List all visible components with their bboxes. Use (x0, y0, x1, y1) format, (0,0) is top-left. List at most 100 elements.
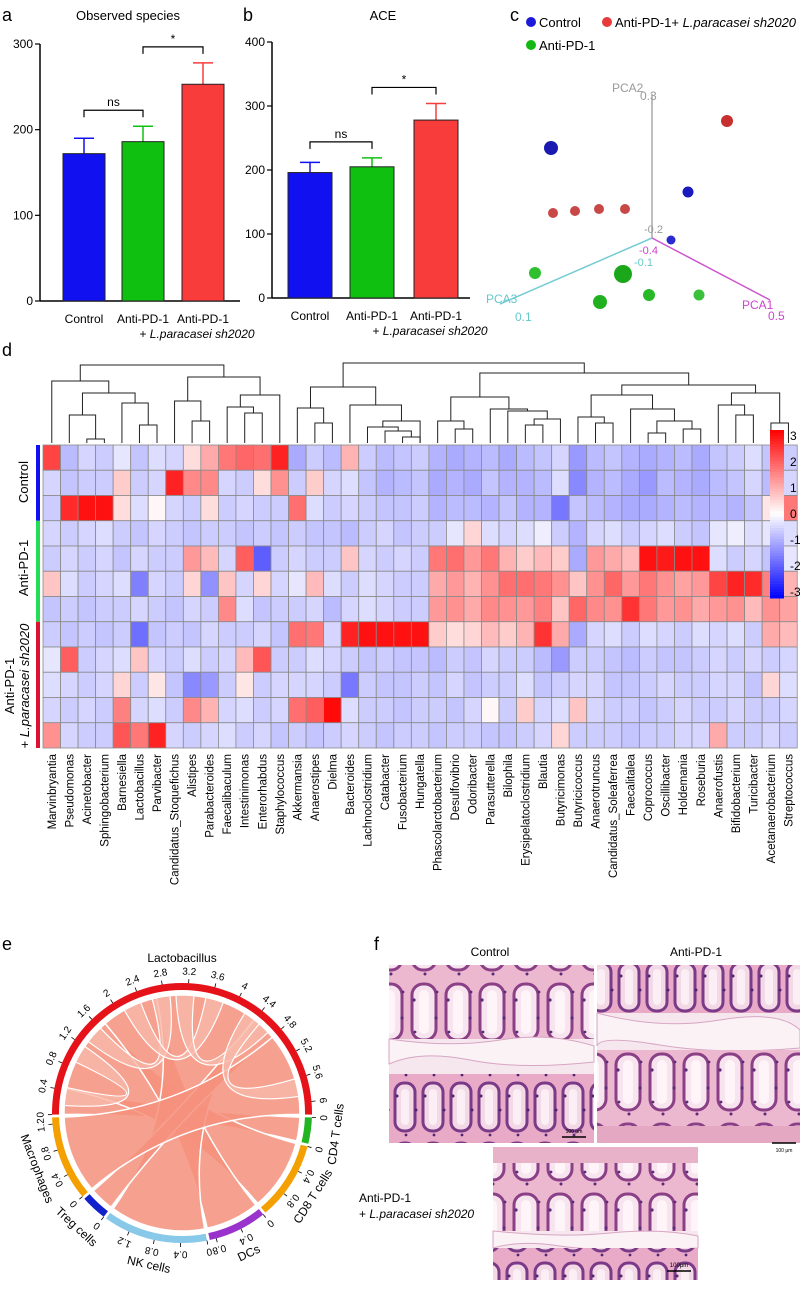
heatmap-cell (147, 621, 167, 648)
heatmap-cell (288, 495, 307, 522)
heatmap-cell (270, 646, 289, 673)
heatmap-color-scale: 3 2 1 0 -1 -2 -3 (770, 429, 800, 599)
heatmap-cell (638, 495, 658, 522)
heatmap-column-label: Dielma (327, 753, 339, 789)
heatmap-cell (112, 596, 132, 623)
heatmap-cell (621, 469, 640, 496)
dendrogram-link (366, 426, 399, 443)
heatmap-cell (428, 444, 447, 471)
heatmap-cell (200, 570, 219, 597)
heatmap-cell (235, 621, 254, 648)
heatmap-column-label: Intestinimonas (240, 754, 252, 828)
significance-bracket (83, 109, 144, 118)
heatmap-cell (60, 469, 79, 496)
heatmap-cell (182, 646, 202, 673)
heatmap-column-label: Anaerofustis (713, 754, 725, 818)
x-tick-label-prefix: + (139, 327, 149, 341)
heatmap-cell (463, 722, 482, 749)
heatmap-cell (253, 444, 272, 471)
heatmap-cell (42, 570, 61, 597)
heatmap-column-label: Bilophila (503, 753, 515, 797)
histology-combo-label-line1: Anti-PD-1 (359, 1191, 411, 1205)
pca-point-anti (643, 289, 655, 301)
color-scale-step (770, 444, 784, 448)
heatmap-cell (253, 621, 272, 648)
ace-bar-chart: b ACE 0 100 200 300 400 ns * Control Anti-PD-1 An… (243, 5, 488, 338)
heatmap-cell (77, 570, 97, 597)
heatmap-cell (235, 697, 254, 724)
heatmap-cell (463, 596, 482, 623)
color-scale-step (770, 519, 784, 523)
row-group-bar (36, 445, 40, 521)
color-scale-step (770, 466, 784, 470)
color-scale-step (770, 530, 784, 535)
chord-tick-label: 1.2 (36, 1117, 48, 1132)
heatmap-cell (305, 520, 325, 547)
heatmap-column-label: Acinetobacter (82, 754, 94, 824)
heatmap-cell (533, 596, 553, 623)
heatmap-column-label: Bifidobacterium (731, 754, 743, 833)
heatmap-cell (498, 570, 517, 597)
heatmap-cell (95, 545, 114, 572)
heatmap-cell (498, 671, 517, 698)
heatmap-cell (375, 697, 395, 724)
panel-b-letter: b (243, 5, 253, 25)
heatmap-cell (60, 671, 79, 698)
heatmap-cell (77, 545, 97, 572)
heatmap-cell (638, 621, 658, 648)
heatmap-cell (182, 621, 202, 648)
y-tick-label: 300 (13, 37, 33, 51)
heatmap-column-label: Phascolarctobacterium (433, 754, 445, 871)
chord-tick (215, 1238, 218, 1243)
heatmap-cell (340, 621, 360, 648)
y-tick-label: 200 (13, 123, 33, 137)
y-tick-label: 200 (245, 163, 265, 177)
color-scale-step (770, 432, 784, 437)
heatmap-cell (744, 545, 763, 572)
chord-tick (239, 992, 242, 997)
heatmap-cell (95, 621, 114, 648)
heatmap-cell (253, 495, 272, 522)
heatmap-cell (112, 520, 132, 547)
heatmap-cell (235, 570, 254, 597)
chord-tick (134, 987, 137, 992)
heatmap-cell (568, 621, 588, 648)
heatmap-cell (182, 520, 202, 547)
panel-c-letter: c (510, 5, 519, 25)
heatmap-cell (288, 545, 307, 572)
heatmap-cell (305, 697, 325, 724)
heatmap-cell (410, 697, 430, 724)
heatmap-cell (463, 520, 482, 547)
heatmap-cell (709, 697, 728, 724)
x-tick-label: Anti-PD-1 (346, 309, 398, 323)
heatmap-cell (516, 646, 535, 673)
heatmap-cell (42, 520, 61, 547)
heatmap-cell (533, 671, 553, 698)
heatmap-cell (446, 671, 465, 698)
dendrogram-link (191, 420, 211, 443)
color-scale-step (770, 575, 784, 579)
y-tick-label: 100 (245, 227, 265, 241)
heatmap-cell (323, 570, 342, 597)
heatmap-cell (516, 722, 535, 749)
heatmap-cell (586, 520, 605, 547)
dendrogram-link (595, 422, 614, 443)
heatmap-cell (358, 520, 377, 547)
heatmap-cell (375, 469, 395, 496)
heatmap-cell (130, 469, 149, 496)
heatmap-cell (709, 469, 728, 496)
heatmap-cell (691, 545, 710, 572)
heatmap-column-labels: Marvinbryantia Pseudomonas Acinetobacter Sp… (47, 753, 796, 885)
heatmap-cell (586, 646, 605, 673)
heatmap-cell (709, 621, 728, 648)
chord-tick (50, 1087, 55, 1089)
y-tick-label: 100 (13, 208, 33, 222)
heatmap-cell (393, 520, 412, 547)
heatmap-cell (393, 596, 412, 623)
heatmap-column-label: Parvibacter (152, 754, 164, 812)
chord-tick (306, 1073, 311, 1076)
heatmap-cell (288, 469, 307, 496)
color-scale-tick-label: -3 (790, 585, 800, 599)
heatmap-cell (516, 671, 535, 698)
legend-anti-dot (526, 40, 536, 50)
